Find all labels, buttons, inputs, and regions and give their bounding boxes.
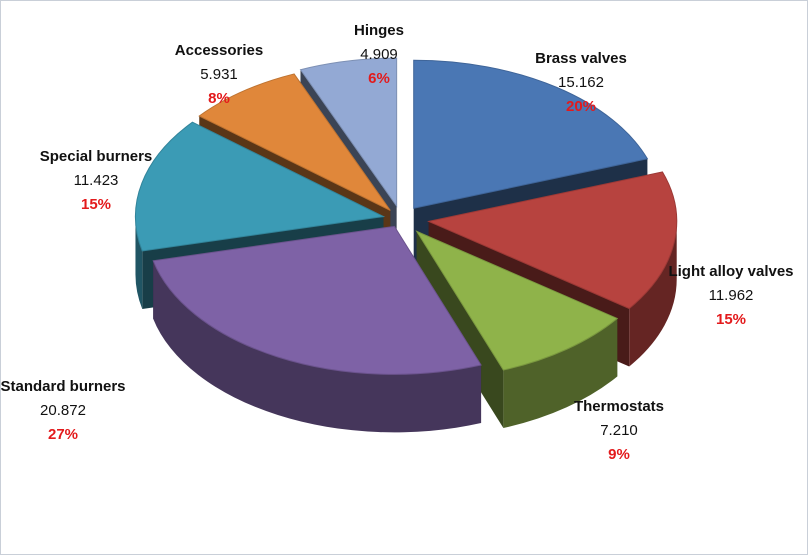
slice-hinges — [299, 57, 398, 208]
data-label-thermostats: Thermostats 7.210 9% — [574, 398, 664, 463]
slice-value-label: 11.962 — [709, 287, 754, 304]
slice-accessories — [198, 73, 391, 211]
data-label-hinges: Hinges 4.909 6% — [354, 22, 404, 87]
data-label-light-alloy-valves: Light alloy valves 11.962 15% — [668, 263, 793, 328]
slice-percent-label: 8% — [208, 90, 230, 107]
data-label-standard-burners: Standard burners 20.872 27% — [1, 378, 126, 443]
slice-percent-label: 6% — [368, 70, 390, 87]
pie-top-layer — [135, 57, 678, 375]
slice-name-label: Thermostats — [574, 398, 664, 415]
slice-standard-burners — [152, 225, 482, 375]
slice-outer-wall — [135, 216, 143, 310]
slice-value-label: 4.909 — [360, 46, 398, 63]
slice-percent-label: 15% — [81, 196, 111, 213]
slice-name-label: Light alloy valves — [668, 263, 793, 280]
slice-brass-valves — [413, 59, 649, 209]
slice-thermostats — [415, 230, 619, 371]
slice-value-label: 11.423 — [74, 172, 119, 189]
slice-value-label: 15.162 — [558, 74, 604, 91]
slice-special-burners — [135, 121, 386, 252]
slice-name-label: Standard burners — [1, 378, 126, 395]
slice-value-label: 7.210 — [600, 422, 638, 439]
slice-percent-label: 9% — [608, 446, 630, 463]
data-label-brass-valves: Brass valves 15.162 20% — [535, 50, 627, 115]
slice-outer-wall — [153, 260, 482, 433]
slice-light-alloy-valves — [427, 171, 678, 310]
slice-percent-label: 20% — [566, 98, 596, 115]
slice-percent-label: 15% — [716, 311, 746, 328]
slice-name-label: Brass valves — [535, 50, 627, 67]
slice-value-label: 20.872 — [40, 402, 86, 419]
data-label-accessories: Accessories 5.931 8% — [175, 42, 263, 107]
slice-name-label: Special burners — [40, 148, 153, 165]
data-label-special-burners: Special burners 11.423 15% — [40, 148, 153, 213]
slice-name-label: Hinges — [354, 22, 404, 39]
slice-wall — [416, 231, 504, 429]
slice-outer-wall — [629, 221, 677, 367]
slice-name-label: Accessories — [175, 42, 263, 59]
slice-percent-label: 27% — [48, 426, 78, 443]
slice-value-label: 5.931 — [200, 66, 238, 83]
slice-outer-wall — [503, 318, 618, 429]
